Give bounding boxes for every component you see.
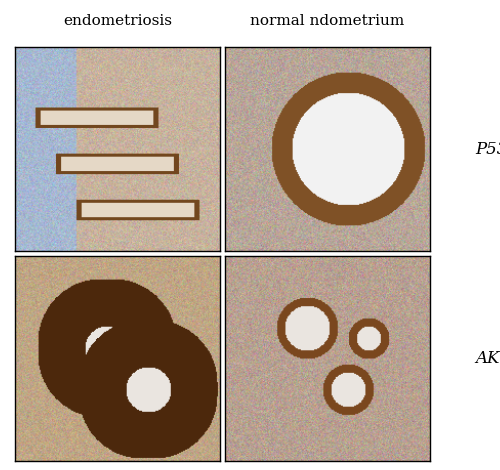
Text: normal ndometrium: normal ndometrium — [250, 14, 404, 28]
Text: endometriosis: endometriosis — [63, 14, 172, 28]
Text: AKT1: AKT1 — [476, 350, 500, 367]
Text: P53: P53 — [476, 141, 500, 158]
